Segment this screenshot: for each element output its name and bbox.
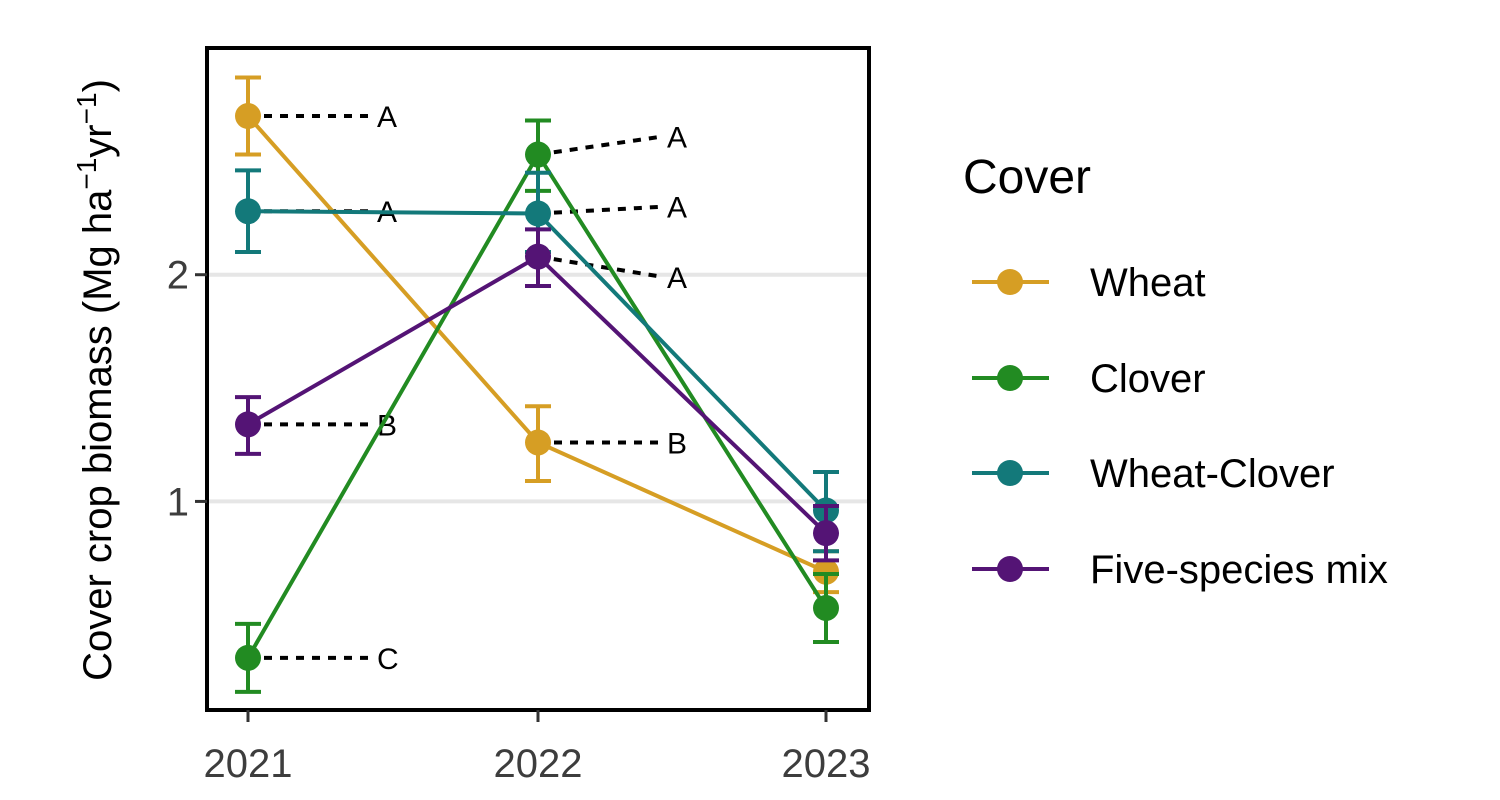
legend-label: Clover bbox=[1090, 357, 1206, 401]
legend-key-point bbox=[997, 460, 1023, 486]
x-tick-label: 2023 bbox=[782, 742, 871, 786]
data-point bbox=[235, 411, 261, 438]
data-point bbox=[813, 520, 839, 547]
series-layer bbox=[235, 75, 839, 694]
series-five-species-mix bbox=[235, 227, 839, 563]
legend-label: Wheat-Clover bbox=[1090, 452, 1335, 496]
legend-key-point bbox=[997, 365, 1023, 391]
legend-item: Five-species mix bbox=[972, 548, 1388, 592]
y-axis-title-sup2: −1 bbox=[71, 92, 102, 124]
data-point bbox=[525, 200, 551, 227]
data-point bbox=[235, 198, 261, 225]
x-tick-label: 2022 bbox=[494, 742, 583, 786]
y-axis-title-sup1: −1 bbox=[71, 158, 102, 190]
legend-label: Five-species mix bbox=[1090, 548, 1388, 592]
legend-key-point bbox=[997, 556, 1023, 582]
y-axis-title-end: ) bbox=[76, 79, 120, 92]
series-line bbox=[246, 254, 828, 535]
data-point bbox=[525, 429, 551, 456]
significance-letter: A bbox=[667, 262, 687, 295]
axis-layer: 1 2 2021 2022 2023 bbox=[167, 254, 871, 786]
significance-letter: B bbox=[667, 427, 687, 460]
legend-key-point bbox=[997, 269, 1023, 295]
significance-leader bbox=[537, 204, 664, 216]
y-axis-title-mid: yr bbox=[76, 124, 120, 157]
legend-item: Wheat bbox=[972, 261, 1206, 305]
legend-item: Clover bbox=[972, 357, 1206, 401]
y-axis-title: Cover crop biomass (Mg ha−1yr−1) bbox=[71, 79, 120, 681]
data-point bbox=[235, 644, 261, 671]
significance-letter: B bbox=[377, 409, 397, 442]
significance-leader bbox=[537, 254, 664, 279]
y-axis-title-main: Cover crop biomass (Mg ha bbox=[76, 189, 120, 681]
data-point bbox=[813, 594, 839, 621]
legend: Cover Wheat Clover Wheat-Clover Five-species… bbox=[963, 151, 1388, 592]
y-tick-label: 2 bbox=[167, 254, 189, 298]
data-point bbox=[525, 141, 551, 168]
legend-label: Wheat bbox=[1090, 261, 1206, 305]
y-tick-label: 1 bbox=[167, 480, 189, 524]
significance-letter: A bbox=[667, 192, 687, 225]
significance-letter: A bbox=[377, 101, 397, 134]
data-point bbox=[813, 558, 839, 585]
legend-item: Wheat-Clover bbox=[972, 452, 1335, 496]
legend-title: Cover bbox=[963, 151, 1091, 204]
significance-letter: A bbox=[667, 121, 687, 154]
series-wheat-clover bbox=[235, 168, 839, 554]
series-clover bbox=[235, 118, 839, 694]
x-tick-label: 2021 bbox=[204, 742, 293, 786]
data-point bbox=[235, 103, 261, 130]
significance-leader bbox=[537, 134, 664, 157]
data-point bbox=[525, 243, 551, 270]
significance-letter: C bbox=[377, 643, 399, 676]
